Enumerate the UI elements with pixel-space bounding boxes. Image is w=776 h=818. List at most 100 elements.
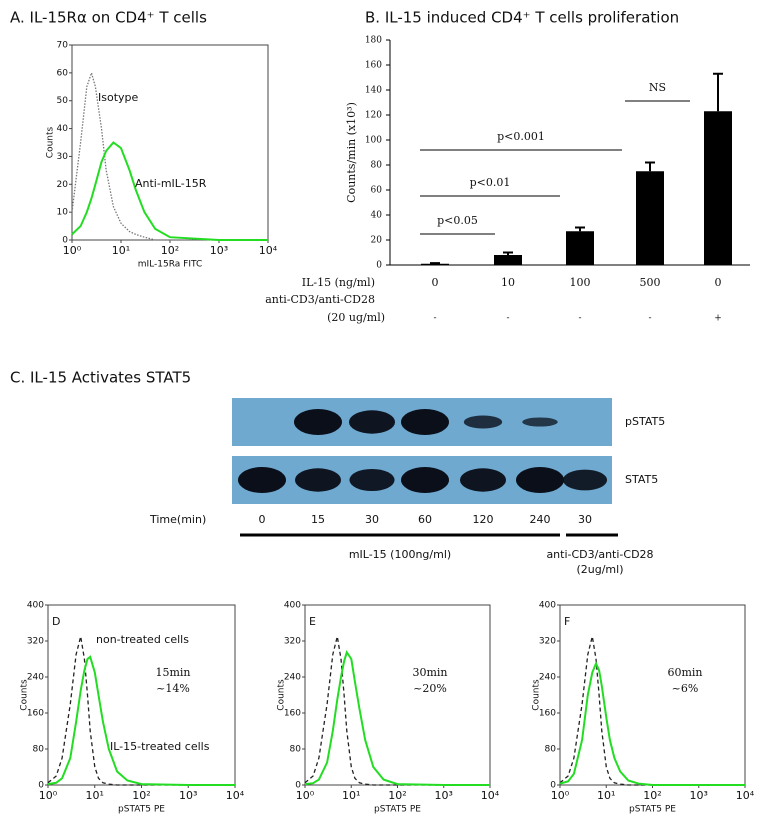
band	[238, 467, 286, 493]
x-tick-label: 10³	[179, 789, 197, 802]
lane-label: 240	[530, 513, 551, 526]
lane-label: 15	[311, 513, 325, 526]
y-tick-label: 50	[57, 96, 69, 106]
blot-row-label: STAT5	[625, 473, 658, 486]
y-tick-label: 0	[295, 781, 301, 791]
series-line	[47, 636, 235, 786]
y-tick-label: 320	[27, 637, 44, 647]
x-axis-label: mIL-15Ra FITC	[138, 260, 203, 270]
y-tick-label: 20	[371, 236, 383, 246]
y-tick-label: 20	[57, 180, 69, 190]
band	[349, 468, 395, 492]
series-label: non-treated cells	[96, 633, 189, 646]
lane-label: 60	[418, 513, 432, 526]
series-line	[47, 655, 235, 786]
panel-title: C. IL-15 Activates STAT5	[10, 369, 191, 387]
band	[294, 409, 342, 435]
series-line	[304, 649, 490, 786]
series-label: IL-15-treated cells	[110, 740, 210, 753]
bar	[566, 231, 594, 265]
y-tick-label: 10	[57, 208, 69, 218]
lane-label: 30	[578, 513, 592, 526]
x-tick-label: 10	[501, 276, 515, 289]
plot-frame	[304, 604, 491, 786]
y-tick-label: 70	[57, 41, 69, 51]
x-tick-label: 10¹	[86, 789, 104, 802]
group-label: anti-CD3/anti-CD28	[546, 548, 653, 561]
band	[401, 467, 449, 493]
series-label: Isotype	[98, 91, 139, 104]
x-tick-label: 10⁰	[551, 789, 570, 802]
band	[463, 415, 503, 429]
series-line	[559, 636, 745, 786]
time-label: Time(min)	[149, 513, 206, 526]
x-tick-label: 10³	[435, 789, 453, 802]
plot-frame	[71, 44, 269, 241]
y-tick-label: 160	[284, 709, 301, 719]
p-value: NS	[649, 81, 666, 94]
x-tick-label: -	[506, 314, 509, 324]
y-tick-label: 30	[57, 152, 69, 162]
y-tick-label: 0	[62, 236, 68, 246]
y-tick-label: 400	[284, 601, 301, 611]
y-tick-label: 80	[545, 745, 557, 755]
series-label: Anti-mIL-15R	[135, 177, 207, 190]
x-tick-label: 100	[570, 276, 591, 289]
bar	[494, 255, 522, 265]
y-tick-label: 100	[365, 136, 382, 146]
x-tick-label: 10²	[161, 244, 179, 257]
bar	[421, 263, 449, 265]
y-tick-label: 160	[539, 709, 556, 719]
annotation: 30min	[412, 666, 447, 679]
x-tick-label: -	[578, 314, 581, 324]
panel-title: A. IL-15Rα on CD4⁺ T cells	[10, 9, 207, 27]
x-tick-label: 10⁴	[226, 789, 245, 802]
x-tick-label: 0	[432, 276, 439, 289]
y-tick-label: 80	[371, 161, 383, 171]
y-tick-label: 80	[290, 745, 302, 755]
x-tick-label: 10¹	[597, 789, 615, 802]
y-tick-label: 240	[27, 673, 44, 683]
y-tick-label: 140	[365, 86, 382, 96]
x-tick-label: 10⁰	[63, 244, 82, 257]
series-line	[71, 70, 268, 241]
plot-frame	[47, 604, 236, 786]
y-axis-label: Counts	[277, 679, 287, 711]
y-tick-label: 160	[27, 709, 44, 719]
y-axis-label: Counts/min (x10³)	[345, 102, 358, 203]
annotation: 60min	[667, 666, 702, 679]
y-axis-label: Counts	[20, 679, 30, 711]
row-label: (20 ug/ml)	[327, 311, 385, 324]
y-tick-label: 240	[539, 673, 556, 683]
y-tick-label: 320	[539, 637, 556, 647]
x-tick-label: 10⁴	[481, 789, 500, 802]
bar	[704, 111, 732, 265]
group-label: mIL-15 (100ng/ml)	[349, 548, 451, 561]
band	[522, 417, 558, 427]
lane-label: 120	[473, 513, 494, 526]
y-tick-label: 400	[27, 601, 44, 611]
lane-label: 0	[259, 513, 266, 526]
band	[459, 468, 507, 492]
blot-bands	[238, 409, 608, 493]
y-tick-label: 160	[365, 61, 382, 71]
x-tick-label: 10²	[132, 789, 150, 802]
y-tick-label: 40	[371, 211, 383, 221]
group-label: (2ug/ml)	[576, 563, 623, 576]
band	[562, 469, 608, 491]
p-value: p<0.05	[437, 214, 478, 227]
y-tick-label: 0	[38, 781, 44, 791]
y-tick-label: 180	[365, 36, 382, 46]
panel-letter: E	[309, 615, 316, 628]
annotation: ~20%	[413, 682, 447, 695]
band	[516, 467, 564, 493]
y-tick-label: 0	[376, 261, 382, 271]
series-line	[559, 660, 745, 786]
x-tick-label: 10²	[388, 789, 406, 802]
x-tick-label: -	[433, 314, 436, 324]
x-tick-label: 10³	[690, 789, 708, 802]
x-tick-label: 10⁴	[736, 789, 755, 802]
x-axis-label: pSTAT5 PE	[374, 805, 421, 815]
p-value: p<0.01	[470, 176, 511, 189]
